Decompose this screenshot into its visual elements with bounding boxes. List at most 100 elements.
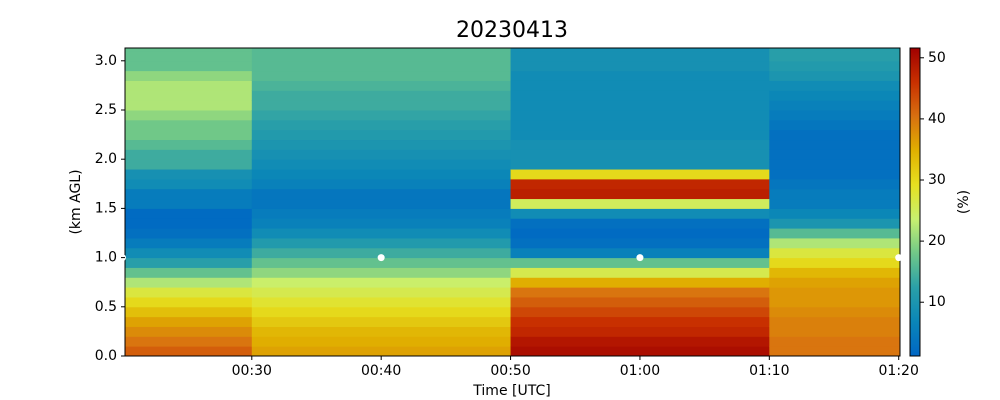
heatmap-cell: [251, 139, 512, 150]
heatmap-cell: [125, 208, 253, 219]
heatmap-cell: [251, 257, 512, 268]
heatmap-cell: [769, 228, 900, 239]
heatmap-cell: [510, 159, 770, 170]
heatmap-cell: [251, 188, 512, 200]
heatmap-cell: [251, 198, 512, 209]
heatmap-cell: [510, 296, 770, 308]
heatmap-cell: [125, 169, 253, 180]
heatmap-cell: [251, 50, 512, 62]
heatmap-cell: [125, 237, 253, 249]
heatmap-cell: [125, 159, 253, 170]
heatmap-cell: [769, 267, 900, 278]
heatmap-cell: [510, 60, 770, 72]
heatmap-cell: [510, 218, 770, 229]
heatmap-cell: [769, 336, 900, 347]
heatmap-cell: [769, 316, 900, 327]
point: [377, 254, 385, 262]
point: [636, 254, 644, 262]
heatmap-cell: [125, 267, 253, 278]
y-tick-label: 1.0: [95, 250, 117, 266]
x-tick-label: 00:50: [490, 363, 530, 379]
heatmap-cell: [510, 198, 770, 209]
y-tick-label: 1.5: [95, 200, 117, 216]
colorbar-tick-label: 30: [928, 172, 946, 188]
heatmap-cell: [769, 218, 900, 229]
heatmap-cell: [769, 188, 900, 200]
heatmap-cell: [510, 100, 770, 111]
heatmap-cell: [125, 228, 253, 239]
heatmap-cell: [510, 149, 770, 160]
y-tick-label: 2.0: [95, 151, 117, 167]
heatmap-cell: [769, 346, 900, 356]
heatmap-cell: [125, 178, 253, 190]
heatmap-cell: [125, 326, 253, 337]
heatmap-cell: [769, 60, 900, 72]
heatmap-cell: [769, 326, 900, 337]
heatmap-cell: [125, 109, 253, 121]
heatmap-cell: [769, 159, 900, 170]
colorbar-tick-label: 40: [928, 111, 946, 127]
heatmap-cell: [251, 267, 512, 278]
heatmap-cell: [510, 267, 770, 278]
heatmap-cell: [251, 149, 512, 160]
heatmap-cell: [510, 306, 770, 318]
heatmap-cell: [769, 149, 900, 160]
heatmap-cell: [251, 237, 512, 249]
y-tick-label: 0.0: [95, 348, 117, 364]
heatmap-cell: [510, 169, 770, 180]
heatmap-cell: [510, 70, 770, 81]
heatmap-cell: [251, 316, 512, 327]
point: [895, 254, 903, 262]
heatmap-cell: [125, 247, 253, 259]
heatmap-cell: [125, 188, 253, 200]
heatmap-cell: [251, 277, 512, 288]
heatmap-cell: [251, 90, 512, 101]
heatmap-cell: [251, 159, 512, 170]
y-tick-label: 2.5: [95, 102, 117, 118]
heatmap-cell: [769, 247, 900, 259]
heatmap-cell: [510, 237, 770, 249]
heatmap-cell: [251, 169, 512, 180]
heatmap-cell: [125, 257, 253, 268]
heatmap-cell: [251, 326, 512, 337]
x-tick-label: 01:00: [620, 363, 660, 379]
heatmap-cell: [510, 208, 770, 219]
heatmap-cell: [510, 48, 770, 52]
heatmap-cell: [251, 60, 512, 72]
colorbar-tick-label: 10: [928, 294, 946, 310]
heatmap-cell: [769, 169, 900, 180]
heatmap-cell: [769, 237, 900, 249]
heatmap-cell: [769, 208, 900, 219]
heatmap-cell: [769, 70, 900, 81]
y-axis-label: (km AGL): [68, 169, 84, 234]
heatmap-cell: [125, 80, 253, 91]
heatmap-cell: [510, 90, 770, 101]
heatmap-cell: [125, 277, 253, 288]
heatmap-cell: [125, 50, 253, 62]
x-axis-label: Time [UTC]: [472, 383, 550, 399]
heatmap-cell: [510, 326, 770, 337]
heatmap-cell: [510, 228, 770, 239]
heatmap-cell: [251, 287, 512, 298]
heatmap-cell: [251, 228, 512, 239]
heatmap-cell: [510, 257, 770, 268]
chart-title: 20230413: [456, 18, 568, 43]
heatmap-cell: [125, 119, 253, 131]
heatmap-cell: [769, 139, 900, 150]
heatmap-cell: [769, 48, 900, 52]
colorbar-tick-label: 20: [928, 233, 946, 249]
x-tick-label: 00:30: [232, 363, 272, 379]
heatmap-cell: [251, 296, 512, 308]
heatmap-cell: [769, 277, 900, 288]
heatmap-cell: [510, 247, 770, 259]
heatmap-cell: [510, 188, 770, 200]
heatmap-cell: [769, 100, 900, 111]
heatmap-cell: [125, 287, 253, 298]
heatmap-cell: [510, 109, 770, 121]
heatmap-cell: [769, 306, 900, 318]
x-tick-label: 00:40: [361, 363, 401, 379]
colorbar-label: (%): [956, 190, 972, 214]
heatmap-cell: [125, 149, 253, 160]
heatmap-cell: [510, 316, 770, 327]
